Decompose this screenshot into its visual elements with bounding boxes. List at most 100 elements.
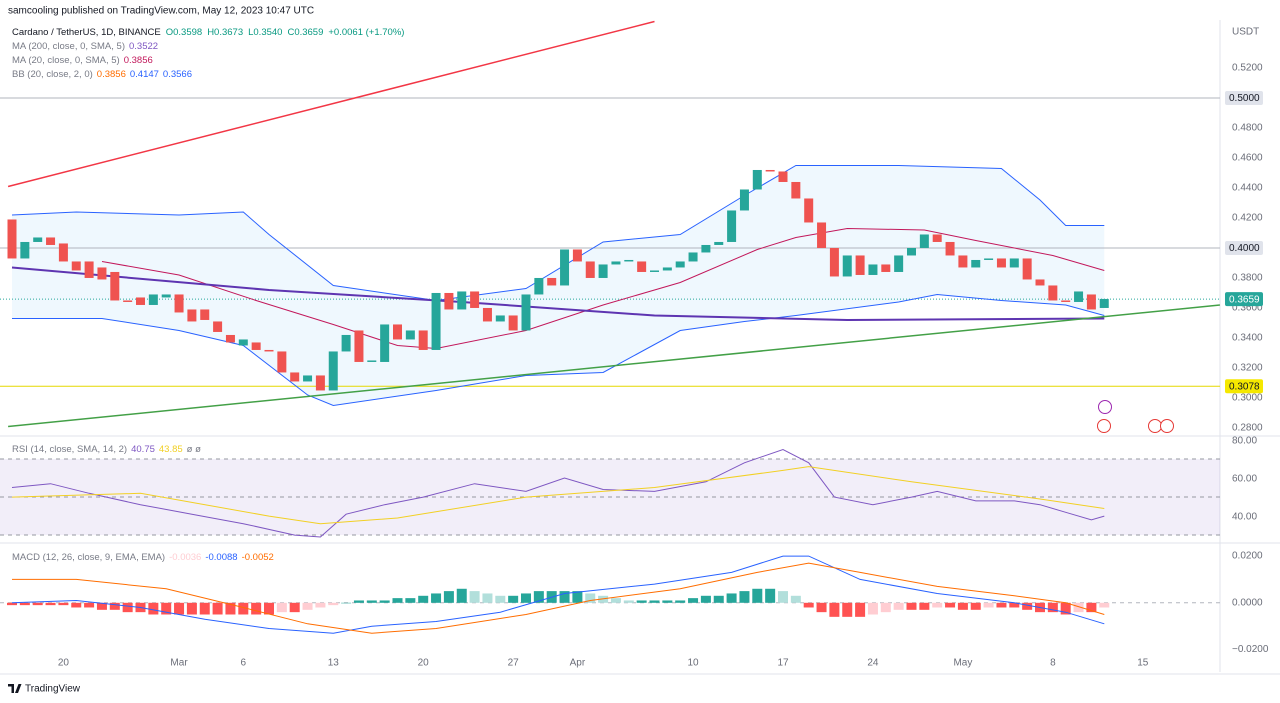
icon: [1098, 400, 1112, 414]
price-tag: [1225, 379, 1263, 394]
candle: [341, 334, 351, 352]
candle: [33, 237, 43, 242]
histogram-bar: [1047, 602, 1058, 613]
icon: [1148, 419, 1162, 433]
histogram-bar: [71, 602, 82, 608]
candle: [945, 241, 955, 256]
candle: [470, 291, 480, 308]
macd-line: [11, 555, 1105, 634]
histogram-bar: [109, 602, 120, 610]
candle: [354, 330, 364, 362]
rsi-tick-label: 40.00: [1232, 512, 1257, 523]
histogram-bar: [726, 593, 737, 603]
legend-text: RSI (14, close, SMA, 14, 2): [12, 444, 127, 455]
x-tick-label: 20: [418, 658, 430, 669]
histogram-bar: [803, 602, 814, 608]
histogram-bar: [983, 602, 994, 608]
candle: [714, 241, 724, 245]
legend-text: Cardano / TetherUS, 1D, BINANCE: [12, 27, 161, 38]
legend-text: 0.3856: [124, 55, 153, 66]
logo-mark: [8, 684, 22, 693]
histogram-bar: [366, 600, 377, 603]
legend-text: -0.0052: [242, 552, 274, 563]
candle: [919, 234, 929, 248]
x-tick-label: Apr: [570, 658, 586, 669]
y-tick-label: 0.3400: [1232, 333, 1263, 344]
histogram-bar: [392, 598, 403, 603]
histogram-bar: [289, 602, 300, 613]
candle: [315, 375, 325, 391]
publisher: samcooling published on TradingView.com,…: [8, 6, 314, 17]
legend-row: MA (200, close, 0, SMA, 5) 0.3522: [12, 41, 158, 52]
legend-text: L0.3540: [248, 27, 282, 38]
legend-row: RSI (14, close, SMA, 14, 2) 40.75 43.85 ø ø: [12, 444, 201, 455]
candle: [457, 291, 467, 310]
histogram-bar: [880, 602, 891, 613]
candle: [1074, 291, 1084, 302]
candle: [1061, 300, 1071, 302]
indicator-line: [12, 293, 1105, 407]
rsi-line: [11, 448, 1105, 538]
histogram-bar: [225, 602, 236, 615]
legend-row: Cardano / TetherUS, 1D, BINANCE O0.3598 H0…: [12, 27, 404, 38]
indicator-line: [11, 165, 1105, 302]
histogram-bar: [713, 595, 724, 603]
y-tick-label: 0.4200: [1232, 213, 1263, 224]
candle: [303, 375, 313, 382]
legend-text: MA (200, close, 0, SMA, 5): [12, 41, 125, 52]
legend-text: -0.0088: [205, 552, 237, 563]
histogram-bar: [906, 602, 917, 610]
price-tag: [1225, 292, 1263, 307]
candle: [739, 189, 749, 211]
indicator-line: [7, 20, 655, 188]
candle: [380, 324, 390, 362]
candle: [598, 264, 608, 278]
histogram-bar: [495, 595, 506, 603]
histogram-bar: [238, 602, 249, 615]
y-tick-label: 0.3800: [1232, 273, 1263, 284]
candle: [174, 294, 184, 313]
indicator-line: [101, 227, 1105, 350]
candle: [290, 372, 300, 382]
histogram-bar: [45, 602, 56, 606]
legend-text: MA (20, close, 0, SMA, 5): [12, 55, 120, 66]
price-tag: [1225, 240, 1263, 255]
histogram-bar: [585, 593, 596, 603]
histogram-bar: [945, 602, 956, 608]
candle: [688, 252, 698, 262]
price-tag-label: 0.5000: [1229, 93, 1260, 104]
legend-text: 40.75: [131, 444, 155, 455]
candle: [984, 258, 994, 260]
histogram-bar: [148, 602, 159, 615]
candle: [225, 334, 235, 343]
histogram-bar: [636, 600, 647, 603]
candle: [881, 264, 891, 272]
rsi-pane: [0, 448, 1220, 538]
candle: [572, 249, 582, 262]
histogram-bar: [96, 602, 107, 610]
footer: TradingView: [25, 684, 81, 695]
histogram-bar: [559, 591, 570, 603]
price-tag-label: 0.3659: [1229, 294, 1260, 305]
histogram-bar: [508, 595, 519, 603]
candle: [161, 294, 171, 298]
histogram-bar: [199, 602, 210, 615]
candle: [585, 261, 595, 278]
candle: [97, 267, 107, 280]
indicator-line: [8, 304, 1220, 428]
candle: [855, 255, 865, 275]
candle: [1035, 279, 1045, 286]
histogram-bar: [379, 600, 390, 603]
histogram-bar: [174, 602, 185, 615]
x-tick-label: 27: [508, 658, 520, 669]
x-tick-label: 13: [328, 658, 340, 669]
macd-line: [12, 562, 1105, 634]
histogram-bar: [161, 602, 172, 615]
macd-pane: [0, 555, 1220, 634]
candle: [213, 321, 223, 332]
candle: [971, 259, 981, 268]
histogram-bar: [431, 593, 442, 603]
candle: [701, 244, 711, 253]
histogram-bar: [341, 602, 352, 604]
